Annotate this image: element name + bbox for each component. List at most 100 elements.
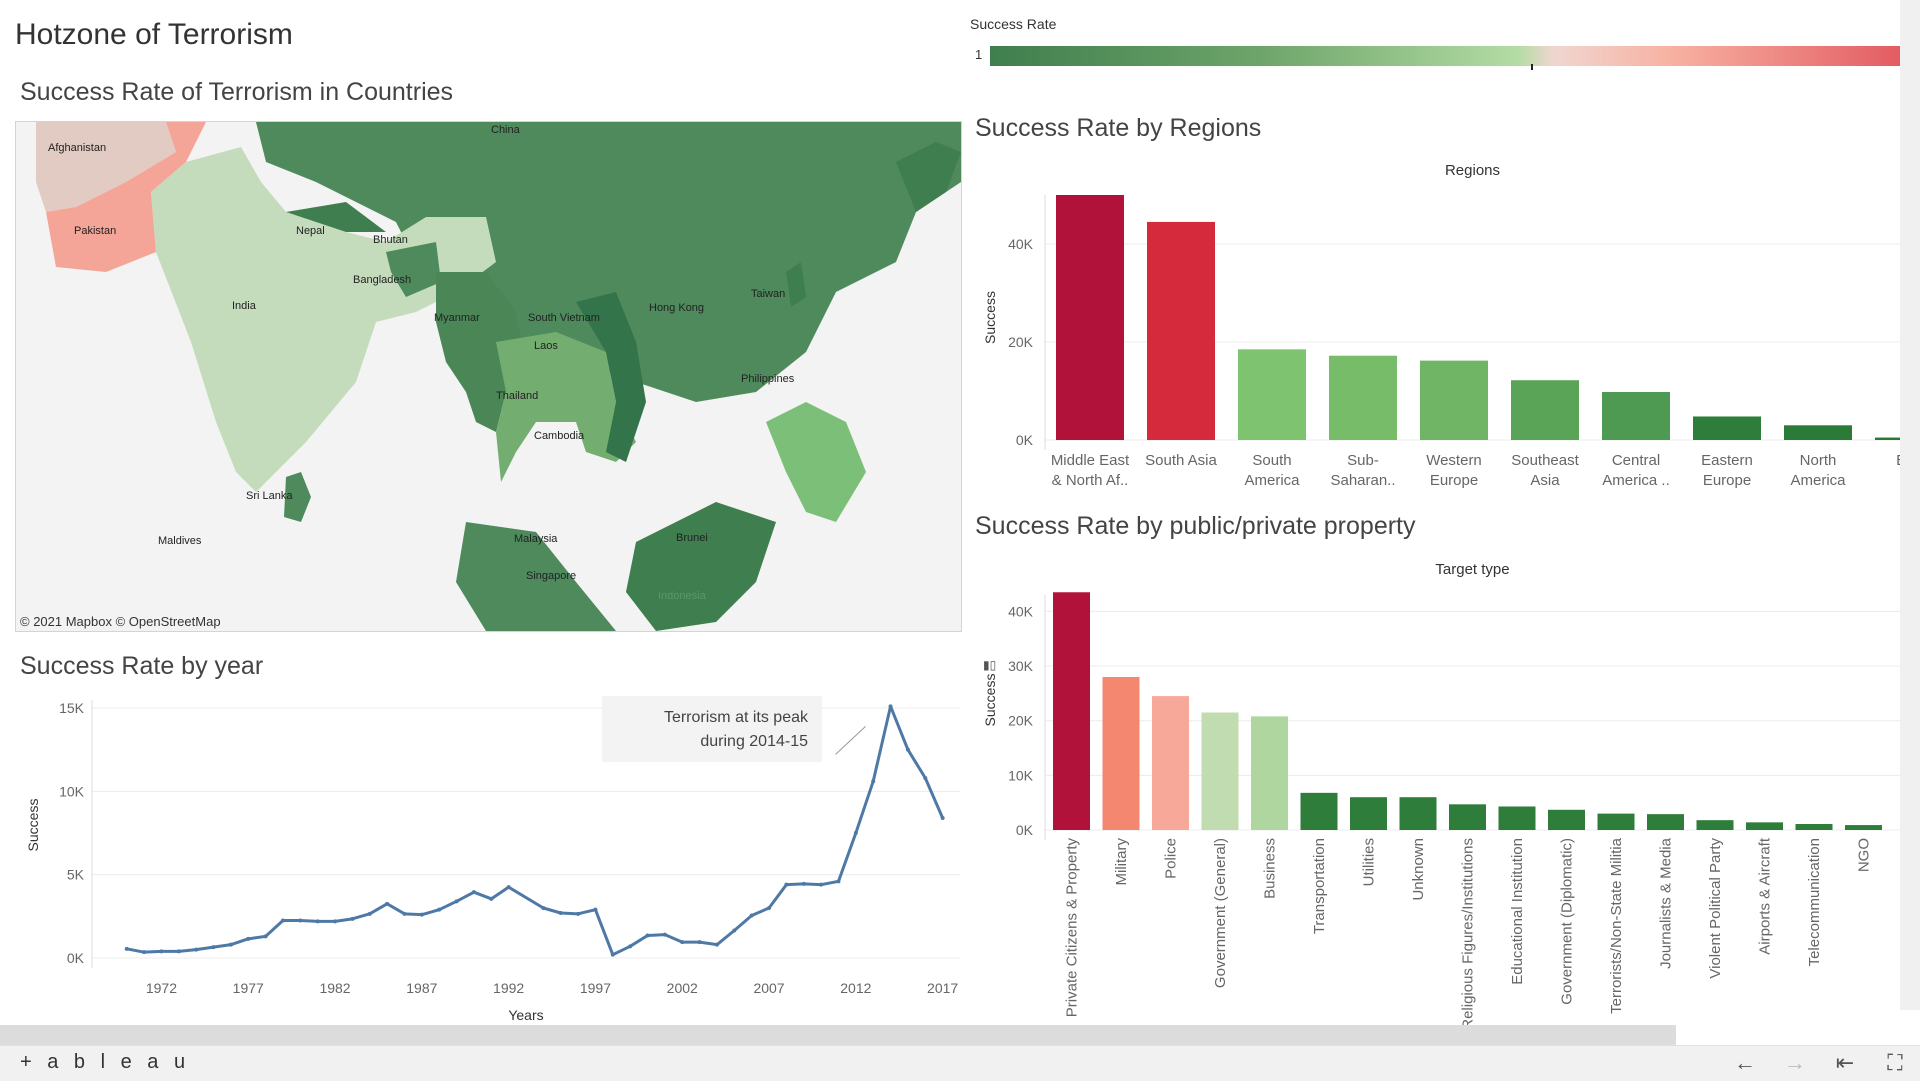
year-data-point[interactable] [628, 944, 633, 949]
year-data-point[interactable] [211, 945, 216, 950]
year-data-point[interactable] [680, 940, 685, 945]
year-data-point[interactable] [784, 882, 789, 887]
year-data-point[interactable] [905, 747, 910, 752]
year-data-point[interactable] [558, 911, 563, 915]
vertical-scrollbar[interactable] [1900, 0, 1920, 1010]
regions-category-label: Middle East [1051, 452, 1130, 469]
target-bar[interactable] [1251, 716, 1288, 830]
map-label-bhutan: Bhutan [373, 234, 408, 246]
year-data-point[interactable] [541, 906, 546, 910]
year-data-point[interactable] [159, 949, 164, 954]
year-x-tick: 1997 [580, 980, 611, 996]
year-data-point[interactable] [819, 882, 824, 887]
undo-icon[interactable]: ← [1734, 1050, 1756, 1075]
target-bar[interactable] [1300, 792, 1338, 830]
year-data-point[interactable] [576, 911, 581, 916]
target-category-label: Government (Diplomatic) [1559, 838, 1576, 1005]
footer-bar [0, 1045, 1920, 1081]
year-data-point[interactable] [645, 933, 650, 938]
country-map[interactable]: Afghanistan China Pakistan Nepal Bhutan … [15, 121, 962, 632]
year-data-point[interactable] [489, 896, 494, 901]
map-label-maldives: Maldives [158, 535, 202, 547]
year-data-point[interactable] [801, 881, 806, 886]
year-data-point[interactable] [940, 816, 945, 820]
regions-bar[interactable] [1056, 195, 1124, 440]
legend-color-ramp[interactable] [990, 46, 1900, 66]
target-bar[interactable] [1350, 797, 1387, 830]
target-bar[interactable] [1399, 797, 1437, 830]
map-label-myanmar: Myanmar [434, 312, 480, 324]
year-data-point[interactable] [385, 901, 390, 906]
year-data-point[interactable] [333, 919, 338, 924]
year-data-point[interactable] [454, 899, 459, 904]
year-data-point[interactable] [142, 950, 147, 955]
dashboard-title: Hotzone of Terrorism [15, 18, 293, 51]
year-data-point[interactable] [437, 907, 442, 912]
map-attribution[interactable]: © 2021 Mapbox © OpenStreetMap [20, 614, 221, 629]
regions-bar[interactable] [1602, 391, 1670, 440]
target-chart-title: Success Rate by public/private property [975, 512, 1416, 540]
year-data-point[interactable] [471, 890, 476, 895]
regions-chart[interactable]: Regions Success 40K 20K 0K Middle East & North… [970, 150, 1920, 500]
year-data-point[interactable] [402, 911, 407, 916]
target-bar[interactable] [1152, 696, 1189, 830]
regions-bar[interactable] [1693, 416, 1761, 440]
target-bar[interactable] [1201, 712, 1239, 831]
regions-bar[interactable] [1511, 380, 1579, 440]
redo-icon[interactable]: → [1784, 1050, 1806, 1075]
year-data-point[interactable] [836, 879, 841, 884]
target-bar[interactable] [1548, 809, 1585, 830]
year-data-point[interactable] [350, 916, 355, 921]
regions-bar[interactable] [1147, 221, 1215, 440]
year-data-point[interactable] [298, 918, 303, 923]
year-data-point[interactable] [714, 942, 719, 947]
target-bar[interactable] [1449, 804, 1486, 830]
target-bar[interactable] [1102, 676, 1140, 830]
year-data-point[interactable] [888, 704, 893, 709]
fullscreen-icon[interactable]: ⛶ [1887, 1050, 1903, 1075]
year-data-point[interactable] [662, 932, 667, 937]
year-data-point[interactable] [749, 913, 754, 918]
year-data-point[interactable] [228, 942, 233, 947]
year-data-point[interactable] [280, 918, 285, 923]
year-data-point[interactable] [246, 936, 251, 941]
year-data-point[interactable] [697, 940, 702, 945]
year-data-point[interactable] [263, 934, 268, 939]
target-bar[interactable] [1845, 825, 1882, 830]
regions-bar[interactable] [1238, 349, 1306, 440]
target-bar[interactable] [1498, 806, 1536, 831]
year-data-point[interactable] [367, 911, 372, 916]
regions-category-label: America [1790, 472, 1846, 489]
year-data-point[interactable] [506, 885, 511, 890]
annotation-line-2: during 2014-15 [700, 733, 808, 750]
target-bar[interactable] [1696, 820, 1734, 830]
target-chart[interactable]: Target type Success 40K 30K 20K 10K 0K Private … [970, 550, 1900, 1030]
year-data-point[interactable] [767, 906, 772, 910]
horizontal-scrollbar[interactable] [0, 1025, 1676, 1045]
year-data-point[interactable] [923, 776, 928, 780]
year-data-point[interactable] [853, 831, 858, 835]
year-data-point[interactable] [871, 779, 876, 784]
regions-bar[interactable] [1420, 360, 1488, 440]
revert-icon[interactable]: ⇤ [1835, 1050, 1855, 1075]
target-category-label: Unknown [1410, 838, 1427, 901]
sort-icon[interactable]: ▮▯ [983, 658, 997, 672]
target-bar[interactable] [1597, 813, 1635, 830]
regions-bar[interactable] [1875, 437, 1905, 440]
regions-bar[interactable] [1784, 425, 1852, 440]
year-data-point[interactable] [732, 928, 737, 933]
tableau-logo[interactable]: + a b l e a u [20, 1051, 191, 1073]
year-data-point[interactable] [419, 912, 424, 917]
year-data-point[interactable] [610, 952, 615, 957]
year-data-point[interactable] [124, 946, 129, 951]
regions-bar[interactable] [1329, 355, 1397, 440]
year-data-point[interactable] [194, 947, 199, 952]
year-data-point[interactable] [315, 919, 320, 924]
target-bar[interactable] [1647, 814, 1684, 830]
target-bar[interactable] [1795, 823, 1833, 830]
target-bar[interactable] [1746, 822, 1783, 830]
year-data-point[interactable] [176, 949, 181, 954]
year-data-point[interactable] [593, 907, 598, 912]
target-category-label: NGO [1856, 838, 1873, 872]
target-bar[interactable] [1053, 592, 1090, 830]
